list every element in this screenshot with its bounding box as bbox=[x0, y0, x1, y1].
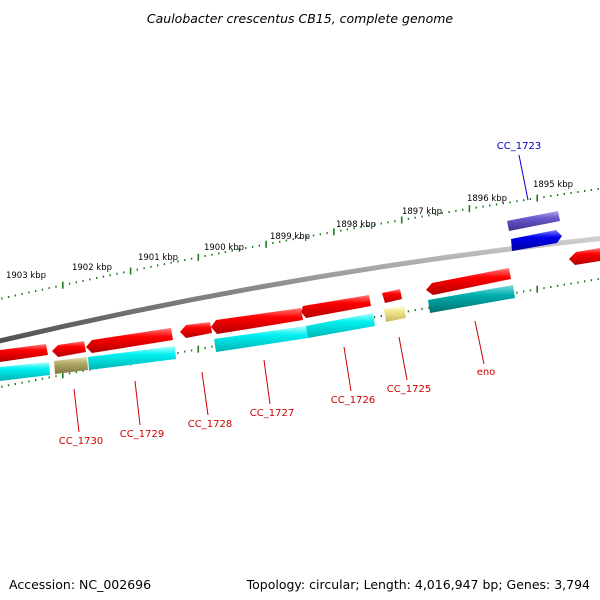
gene-cc1726-reverse-block[interactable] bbox=[306, 313, 375, 338]
leader-cc1726 bbox=[343, 346, 352, 392]
gene-cc1725-forward-arrow[interactable] bbox=[382, 289, 402, 303]
gene-cc1726-forward-arrow[interactable] bbox=[301, 295, 371, 318]
gene-labels: CC_1723 eno CC_1725 CC_1726 CC_1727 CC_1… bbox=[59, 141, 541, 447]
label-leaders bbox=[73, 154, 529, 433]
scale-label: 1896 kbp bbox=[467, 194, 507, 204]
scale-label: 1899 kbp bbox=[270, 232, 310, 242]
gene-red-arrow-left-edge[interactable] bbox=[0, 344, 48, 362]
scale-label: 1897 kbp bbox=[402, 207, 442, 217]
leader-cc1723 bbox=[518, 154, 529, 201]
gene-label-cc1730[interactable]: CC_1730 bbox=[59, 436, 103, 447]
gene-cc1729-forward-arrow[interactable] bbox=[86, 328, 173, 353]
gene-eno-forward-arrow[interactable] bbox=[426, 268, 511, 295]
scale-label: 1901 kbp bbox=[138, 253, 178, 263]
leader-cc1728 bbox=[201, 371, 209, 416]
gene-cc1729-reverse-block[interactable] bbox=[88, 346, 176, 370]
leader-cc1729 bbox=[134, 380, 141, 426]
leader-cc1730 bbox=[73, 388, 80, 433]
leader-eno bbox=[474, 320, 485, 365]
forward-features bbox=[0, 211, 600, 362]
gene-label-cc1723[interactable]: CC_1723 bbox=[497, 141, 541, 152]
genome-summary-text: Topology: circular; Length: 4,016,947 bp… bbox=[246, 577, 590, 592]
gene-cc1728-forward-arrow[interactable] bbox=[180, 322, 212, 338]
scale-label: 1903 kbp bbox=[6, 271, 46, 281]
gene-eno-reverse-block[interactable] bbox=[428, 285, 515, 313]
gene-label-cc1725[interactable]: CC_1725 bbox=[387, 384, 431, 395]
gene-cc1727-forward-arrow[interactable] bbox=[211, 308, 303, 334]
gene-label-cc1726[interactable]: CC_1726 bbox=[331, 395, 375, 406]
gene-reverse-left-edge[interactable] bbox=[0, 362, 50, 381]
gene-red-arrow-edge[interactable] bbox=[569, 248, 600, 265]
gene-cc1723-arrow[interactable] bbox=[507, 211, 560, 231]
gene-cc1730-reverse-block[interactable] bbox=[54, 357, 88, 374]
gene-label-cc1727[interactable]: CC_1727 bbox=[250, 408, 294, 419]
gene-blue-arrow[interactable] bbox=[511, 230, 562, 251]
gene-label-cc1728[interactable]: CC_1728 bbox=[188, 419, 232, 430]
scale-label: 1900 kbp bbox=[204, 243, 244, 253]
gene-cc1727-reverse-block[interactable] bbox=[214, 326, 308, 352]
outer-scale-ticks bbox=[1, 188, 599, 300]
map-title: Caulobacter crescentus CB15, complete ge… bbox=[147, 11, 453, 26]
scale-label: 1898 kbp bbox=[336, 220, 376, 230]
leader-cc1727 bbox=[263, 359, 271, 405]
gene-label-cc1729[interactable]: CC_1729 bbox=[120, 429, 164, 440]
leader-cc1725 bbox=[398, 336, 408, 381]
accession-text: Accession: NC_002696 bbox=[9, 577, 152, 592]
scale-label: 1895 kbp bbox=[533, 180, 573, 190]
scale-label: 1902 kbp bbox=[72, 263, 112, 273]
gene-cc1725-reverse-block[interactable] bbox=[384, 306, 406, 322]
scale-labels: 1903 kbp 1902 kbp 1901 kbp 1900 kbp 1899… bbox=[6, 180, 573, 281]
gene-cc1730-forward-arrow[interactable] bbox=[52, 341, 86, 357]
gene-label-eno[interactable]: eno bbox=[477, 367, 496, 378]
reverse-features bbox=[0, 285, 515, 381]
